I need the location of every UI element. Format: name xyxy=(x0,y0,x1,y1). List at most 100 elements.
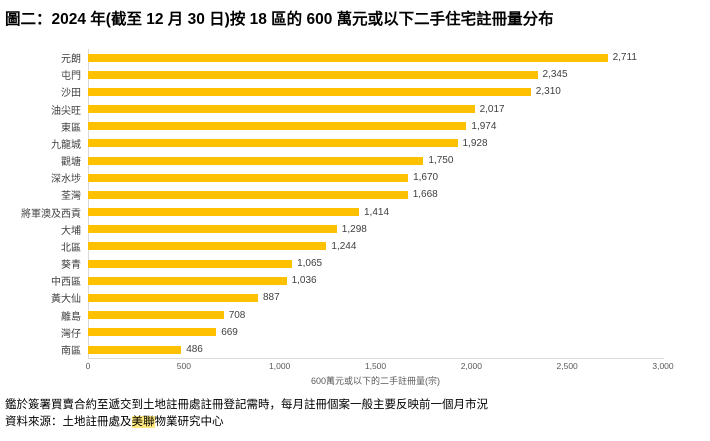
value-label: 669 xyxy=(221,326,238,338)
bar-track: 2,711 xyxy=(88,52,710,63)
category-label: 北區 xyxy=(61,242,81,254)
x-tick-label: 1,500 xyxy=(364,361,387,371)
category-label: 九龍城 xyxy=(51,139,81,151)
bar-track: 2,310 xyxy=(88,86,710,97)
category-label: 將軍澳及西貢 xyxy=(21,208,81,220)
bar-track: 1,670 xyxy=(88,172,710,183)
chart-title: 圖二：2024 年(截至 12 月 30 日)按 18 區的 600 萬元或以下… xyxy=(5,11,554,28)
value-label: 1,668 xyxy=(412,189,438,201)
category-label: 東區 xyxy=(61,122,81,134)
bar-track: 708 xyxy=(88,310,710,321)
bar-row: 大埔 1,298 xyxy=(0,221,710,238)
bar-row: 觀塘 1,750 xyxy=(0,152,710,169)
category-label: 元朗 xyxy=(61,54,81,66)
bar xyxy=(88,345,182,354)
value-label: 1,928 xyxy=(462,137,488,149)
bar-row: 中西區 1,036 xyxy=(0,272,710,289)
bar-row: 荃灣 1,668 xyxy=(0,186,710,203)
bar xyxy=(88,173,409,182)
category-label: 黃大仙 xyxy=(51,294,81,306)
value-label: 1,974 xyxy=(471,120,497,132)
bar xyxy=(88,87,531,96)
bar xyxy=(88,190,408,199)
value-label: 486 xyxy=(186,344,203,355)
value-label: 2,017 xyxy=(479,103,505,115)
value-label: 887 xyxy=(263,292,280,304)
value-label: 1,036 xyxy=(291,275,317,287)
source-suffix: 物業研究中心 xyxy=(154,416,224,428)
bar xyxy=(88,242,327,251)
bar-track: 2,345 xyxy=(88,69,710,80)
bar-track: 1,298 xyxy=(88,224,710,235)
bar-track: 2,017 xyxy=(88,104,710,115)
bar xyxy=(88,311,224,320)
bar-track: 1,065 xyxy=(88,258,710,269)
bar xyxy=(88,156,424,165)
bar xyxy=(88,122,467,131)
bar-row: 灣仔 669 xyxy=(0,324,710,341)
bar-row: 油尖旺 2,017 xyxy=(0,101,710,118)
value-label: 1,065 xyxy=(297,258,323,270)
bar xyxy=(88,293,258,302)
bar xyxy=(88,70,538,79)
bar-track: 1,750 xyxy=(88,155,710,166)
bar-row: 葵青 1,065 xyxy=(0,255,710,272)
category-label: 屯門 xyxy=(61,71,81,83)
bar xyxy=(88,259,293,268)
bar-row: 沙田 2,310 xyxy=(0,83,710,100)
bar xyxy=(88,53,608,62)
category-label: 油尖旺 xyxy=(51,105,81,117)
bar-track: 486 xyxy=(88,344,710,355)
bar-track: 669 xyxy=(88,327,710,338)
category-label: 葵青 xyxy=(61,260,81,272)
value-label: 2,345 xyxy=(542,69,568,81)
bar-track: 1,928 xyxy=(88,138,710,149)
bar-rows: 元朗 2,711 屯門 2,345 沙田 2,310 油尖旺 2,017 東區 … xyxy=(0,49,710,358)
category-label: 大埔 xyxy=(61,225,81,237)
bar-track: 1,974 xyxy=(88,121,710,132)
bar xyxy=(88,225,337,234)
value-label: 1,298 xyxy=(341,223,367,235)
x-axis-label: 600萬元或以下的二手註冊量(宗) xyxy=(310,376,440,386)
x-tick-label: 0 xyxy=(85,361,91,371)
bar-row: 離島 708 xyxy=(0,307,710,324)
bar-track: 1,036 xyxy=(88,275,710,286)
plot-area xyxy=(88,49,664,359)
category-label: 灣仔 xyxy=(61,328,81,340)
value-label: 1,670 xyxy=(413,172,439,184)
value-label: 2,310 xyxy=(535,86,561,98)
value-label: 1,414 xyxy=(364,206,390,218)
x-tick-label: 2,000 xyxy=(460,361,482,371)
bar-row: 九龍城 1,928 xyxy=(0,135,710,152)
category-label: 離島 xyxy=(61,311,81,323)
value-label: 1,244 xyxy=(331,240,357,252)
bar-row: 元朗 2,711 xyxy=(0,49,710,66)
x-tick-label: 2,500 xyxy=(556,361,578,371)
bar-row: 將軍澳及西貢 1,414 xyxy=(0,204,710,221)
bar-track: 1,414 xyxy=(88,207,710,218)
category-label: 深水埗 xyxy=(51,174,81,186)
bar-row: 南區 486 xyxy=(0,341,710,358)
x-axis: 0 500 1,000 1,500 2,000 2,500 3,000 xyxy=(85,361,674,373)
bar-row: 黃大仙 887 xyxy=(0,289,710,306)
bar-row: 深水埗 1,670 xyxy=(0,169,710,186)
bar-row: 北區 1,244 xyxy=(0,238,710,255)
x-tick-label: 500 xyxy=(176,361,191,371)
bar-track: 1,244 xyxy=(88,241,710,252)
value-label: 708 xyxy=(228,309,246,321)
bar-track: 1,668 xyxy=(88,189,710,200)
bar xyxy=(88,105,475,114)
bar-row: 屯門 2,345 xyxy=(0,66,710,83)
category-label: 南區 xyxy=(61,346,81,357)
bar xyxy=(88,276,287,285)
bar-row: 東區 1,974 xyxy=(0,118,710,135)
source-prefix: 資料來源：土地註冊處及 xyxy=(5,416,132,428)
value-label: 2,711 xyxy=(612,52,637,64)
x-tick-label: 3,000 xyxy=(652,361,674,371)
category-label: 荃灣 xyxy=(61,191,81,203)
category-label: 中西區 xyxy=(51,277,81,289)
source-highlight: 美聯 xyxy=(131,416,155,428)
source-line: 資料來源：土地註冊處及美聯物業研究中心 xyxy=(5,413,224,429)
value-label: 1,750 xyxy=(428,155,454,167)
